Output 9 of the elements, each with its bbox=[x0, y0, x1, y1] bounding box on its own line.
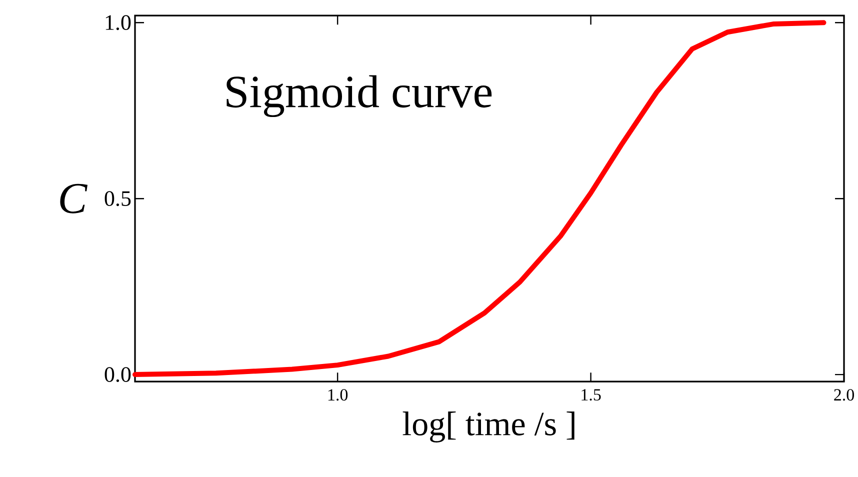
y-tick-label: 0.0 bbox=[104, 367, 131, 382]
y-axis-title: C bbox=[60, 184, 88, 214]
annotation: Sigmoid curve bbox=[226, 75, 492, 118]
x-tick-label: 1.0 bbox=[328, 389, 348, 401]
x-axis-title: log[ time /s ] bbox=[402, 412, 574, 442]
y-tick-label: 1.0 bbox=[106, 15, 131, 30]
y-tick-label: 0.5 bbox=[104, 191, 131, 206]
x-tick-label: 1.5 bbox=[582, 389, 601, 401]
x-tick-label: 2.0 bbox=[834, 389, 854, 401]
